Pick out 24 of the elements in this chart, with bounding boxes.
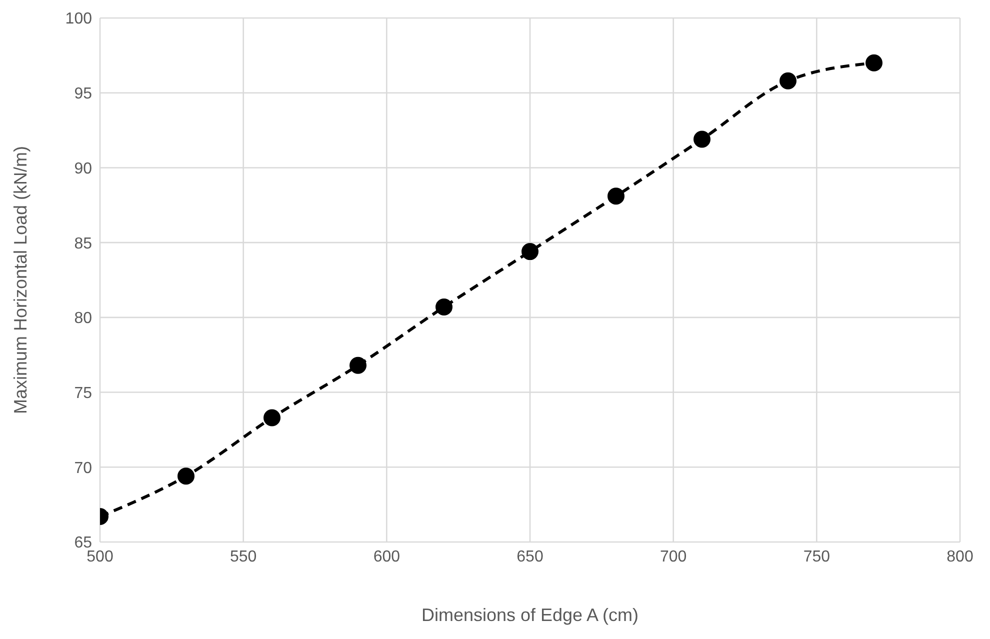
point	[436, 298, 452, 316]
point	[694, 130, 710, 148]
point	[780, 72, 796, 90]
x-tick-label: 650	[516, 548, 544, 566]
y-tick-label: 100	[65, 10, 92, 28]
x-tick-label: 550	[230, 548, 257, 566]
x-tick-label: 800	[946, 548, 974, 566]
point	[522, 243, 538, 260]
point	[264, 409, 280, 426]
y-tick-label: 85	[74, 235, 92, 252]
point	[178, 468, 194, 485]
x-tick-label: 600	[373, 548, 400, 566]
y-tick-label: 75	[74, 384, 92, 402]
point	[350, 356, 366, 374]
y-tick-label: 80	[74, 310, 92, 328]
point	[608, 188, 624, 205]
y-tick-label: 95	[74, 86, 92, 103]
point	[866, 54, 882, 72]
x-axis-title: Dimensions of Edge A (cm)	[421, 605, 639, 625]
x-tick-label: 750	[803, 548, 830, 566]
y-axis-title: Maximum Horizontal Load (kN/m)	[10, 146, 30, 414]
x-tick-label: 700	[660, 548, 687, 566]
y-tick-label: 90	[74, 160, 92, 178]
y-tick-label: 70	[74, 460, 92, 477]
